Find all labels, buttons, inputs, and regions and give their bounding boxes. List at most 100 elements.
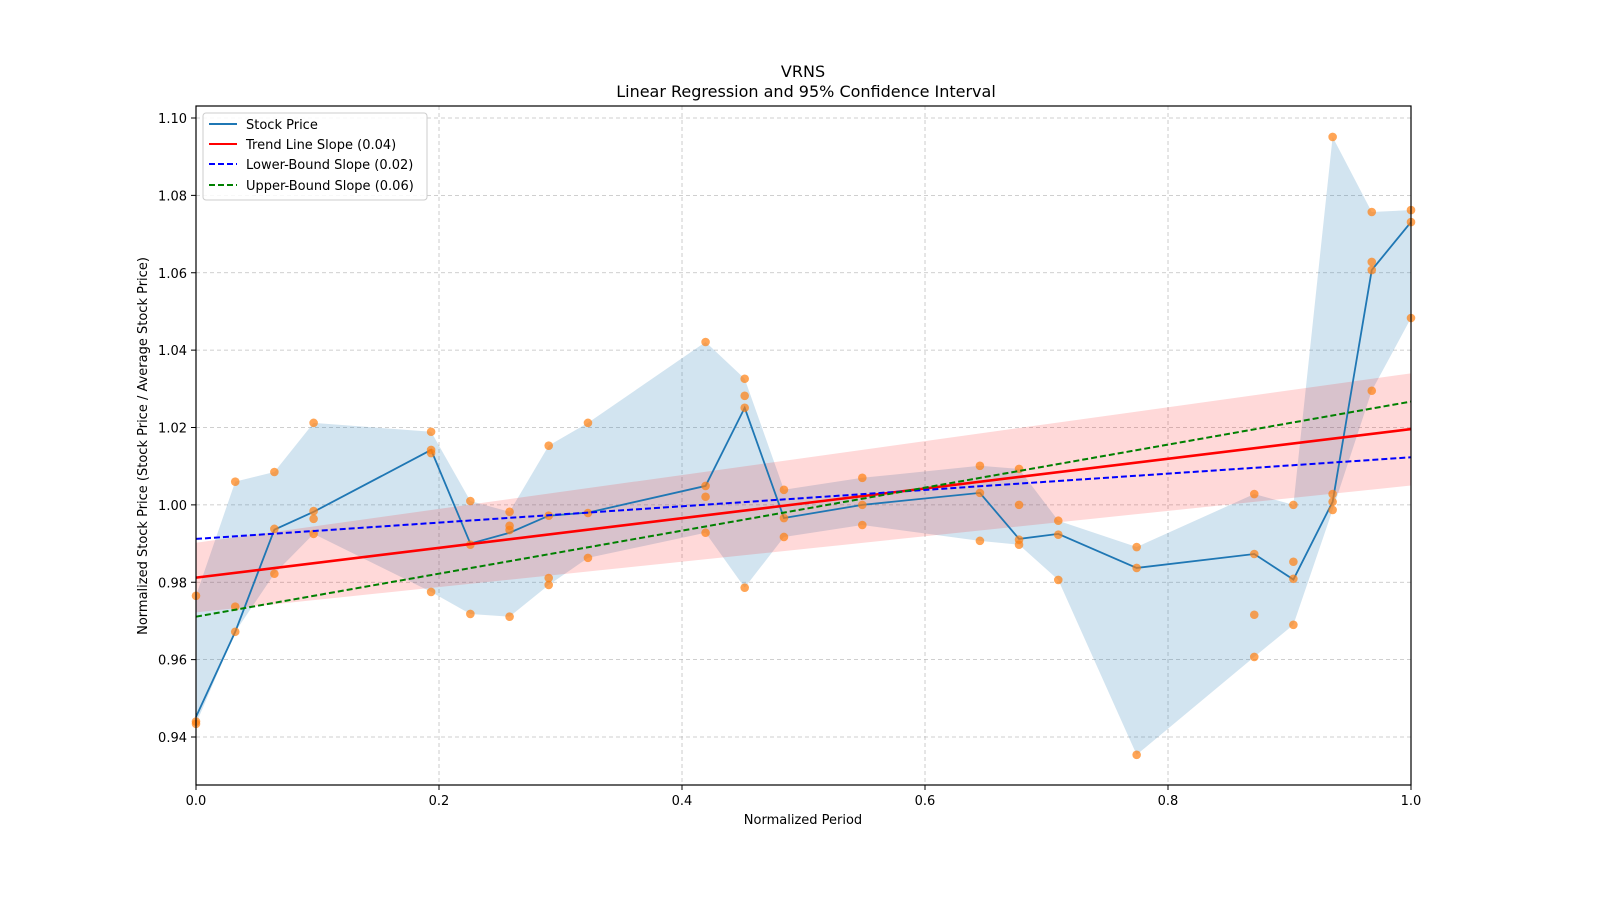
legend-label-trend-line: Trend Line Slope (0.04) <box>245 138 396 153</box>
x-axis-ticks: 0.0 0.2 0.4 0.6 0.8 1.0 <box>186 785 1422 809</box>
scatter-point <box>1289 500 1298 510</box>
scatter-point <box>1132 542 1141 552</box>
legend-box <box>202 112 428 201</box>
scatter-point <box>270 524 279 534</box>
scatter-point <box>230 627 240 637</box>
scatter-point <box>1367 265 1377 275</box>
y-axis-ticks: 0.94 0.96 0.98 1.00 1.02 1.04 1.06 1.08 1.10 <box>158 112 196 746</box>
confidence-band <box>196 373 1411 613</box>
scatter-point <box>544 441 554 450</box>
legend-label-lower-bound: Lower-Bound Slope (0.02) <box>246 158 413 173</box>
scatter-point <box>1367 257 1377 267</box>
y-tick-label: 1.06 <box>158 267 187 282</box>
plot-frame <box>195 105 1412 786</box>
scatter-point <box>1289 574 1298 584</box>
scatter-point <box>975 536 985 546</box>
scatter-point <box>1014 500 1024 510</box>
scatter-point <box>701 337 710 347</box>
x-tick-label: 0.0 <box>186 794 207 809</box>
scatter-point <box>1249 652 1259 662</box>
scatter-point <box>1289 620 1298 630</box>
scatter-point <box>309 506 318 516</box>
scatter-point <box>1328 132 1337 142</box>
scatter-point <box>426 587 436 597</box>
scatter-point <box>1053 516 1063 526</box>
min-max-band <box>196 136 1411 755</box>
scatter-point <box>1249 489 1259 499</box>
y-tick-label: 0.96 <box>158 654 187 669</box>
scatter-point <box>1289 557 1298 567</box>
scatter-point <box>270 467 279 477</box>
scatter-point <box>583 553 593 563</box>
scatter-point <box>505 507 514 517</box>
scatter-point <box>701 492 710 502</box>
scatter-point <box>426 427 436 437</box>
scatter-point <box>1249 610 1259 620</box>
y-tick-label: 0.94 <box>158 731 187 746</box>
y-tick-label: 1.08 <box>158 189 187 204</box>
y-tick-label: 0.98 <box>158 576 187 591</box>
scatter-point <box>779 485 789 495</box>
scatter-point <box>740 374 749 384</box>
scatter-point <box>779 532 789 542</box>
regression-lines-layer <box>195 400 1412 618</box>
min-max-band-layer <box>196 136 1411 755</box>
scatter-point <box>230 477 240 486</box>
legend-label-upper-bound: Upper-Bound Slope (0.06) <box>246 179 414 194</box>
x-tick-label: 0.8 <box>1158 794 1179 809</box>
x-tick-label: 0.2 <box>429 794 450 809</box>
x-axis-label: Normalized Period <box>744 813 862 828</box>
trend-line <box>195 427 1412 579</box>
scatter-point <box>858 500 867 510</box>
scatter-point <box>858 520 867 530</box>
legend: Stock Price Trend Line Slope (0.04) Lowe… <box>202 112 428 201</box>
scatter-point <box>466 496 475 506</box>
scatter-point <box>740 391 749 401</box>
scatter-point <box>779 513 789 523</box>
scatter-point <box>740 583 749 592</box>
chart-title: VRNS <box>781 62 825 81</box>
scatter-point <box>426 448 436 458</box>
scatter-point <box>544 580 554 590</box>
scatter-point <box>1328 505 1337 515</box>
scatter-point <box>583 418 593 428</box>
scatter-point <box>505 612 514 621</box>
scatter-point <box>1132 563 1141 573</box>
confidence-band-layer <box>196 373 1411 613</box>
scatter-point <box>1132 750 1141 760</box>
y-tick-label: 1.10 <box>158 112 187 127</box>
scatter-point <box>309 514 318 524</box>
x-tick-label: 0.4 <box>672 794 693 809</box>
stock-line-layer <box>195 221 1412 718</box>
y-tick-label: 1.00 <box>158 499 187 514</box>
scatter-point <box>701 481 710 491</box>
scatter-point <box>1328 489 1337 499</box>
scatter-point <box>1328 497 1337 507</box>
y-axis-label: Normalized Stock Price (Stock Price / Av… <box>136 257 151 635</box>
scatter-point <box>858 473 867 483</box>
upper-bound-line <box>195 400 1412 618</box>
scatter-point <box>975 488 985 498</box>
scatter-point <box>544 573 554 583</box>
x-tick-label: 1.0 <box>1401 794 1422 809</box>
scatter-point <box>230 602 240 611</box>
scatter-point <box>1014 540 1024 550</box>
y-tick-label: 1.02 <box>158 422 187 437</box>
scatter-point <box>505 525 514 535</box>
legend-label-stock-price: Stock Price <box>246 118 318 133</box>
scatter-point <box>309 418 318 428</box>
scatter-point <box>466 609 475 619</box>
scatter-point <box>1367 207 1377 217</box>
scatter-layer <box>191 132 1416 760</box>
stock-price-line <box>195 221 1412 718</box>
scatter-point <box>1249 549 1259 559</box>
x-tick-label: 0.6 <box>915 794 936 809</box>
scatter-point <box>1367 386 1377 396</box>
scatter-point <box>701 528 710 538</box>
scatter-point <box>975 461 985 471</box>
scatter-point <box>1053 530 1063 539</box>
scatter-point <box>270 569 279 579</box>
scatter-point <box>740 403 749 413</box>
y-tick-label: 1.04 <box>158 344 187 359</box>
